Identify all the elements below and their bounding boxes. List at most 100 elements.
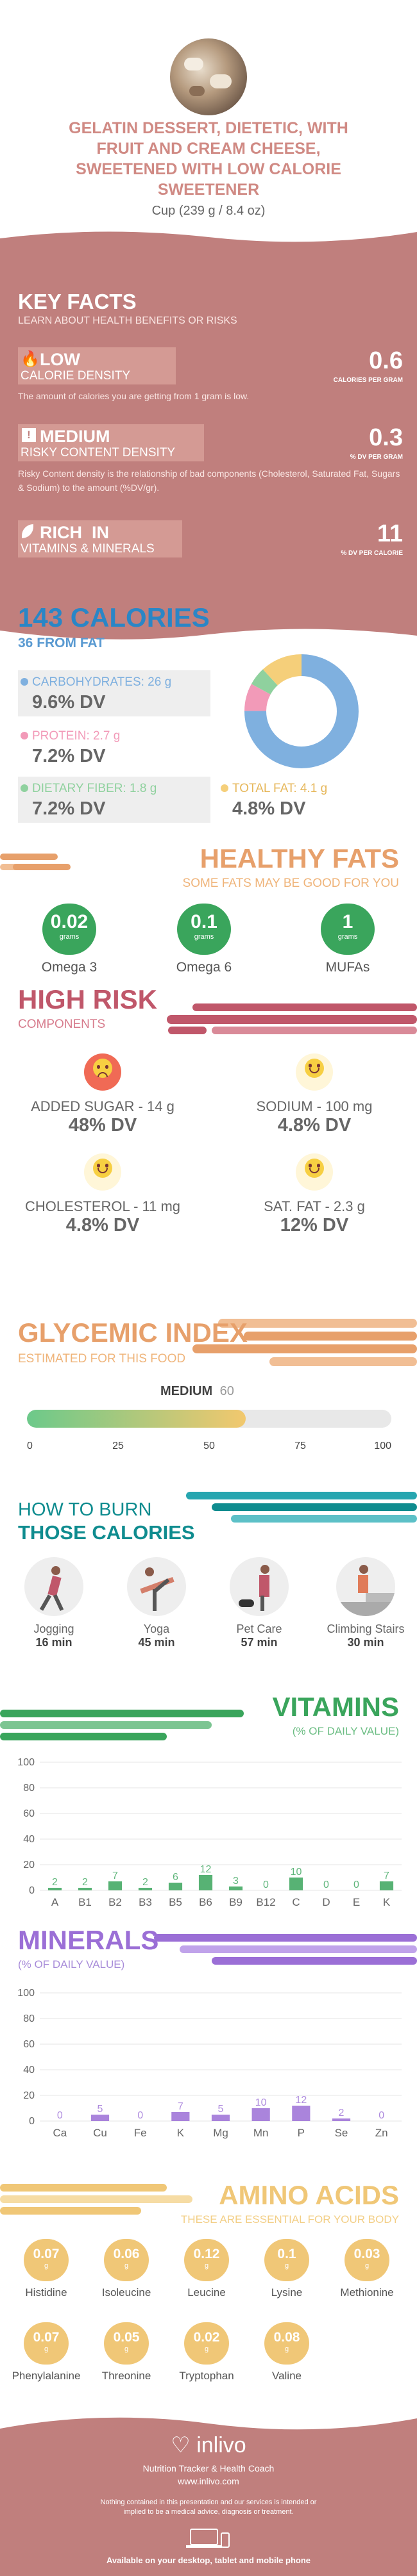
vitamin-value-label: 2 <box>142 1877 148 1888</box>
amino-value: 0.07 <box>33 2247 60 2261</box>
amino-value: 0.12 <box>193 2247 220 2261</box>
healthy-fats-subtitle: SOME FATS MAY BE GOOD FOR YOU <box>182 877 399 890</box>
mineral-bar-P <box>292 2106 311 2121</box>
amino-name: Isoleucine <box>101 2286 151 2299</box>
amino-badge: 0.07 g <box>24 2239 69 2281</box>
glycemic-fill <box>27 1410 246 1428</box>
mineral-y-tick: 40 <box>23 2065 35 2076</box>
footer: ♡ inlivo Nutrition Tracker & Health Coac… <box>0 2409 417 2576</box>
mineral-value-label: 0 <box>137 2110 143 2121</box>
mineral-value-label: 5 <box>98 2104 103 2115</box>
vitamin-bar-B9 <box>228 1887 243 1890</box>
amino-unit: g <box>284 2262 289 2270</box>
macro-dv: 7.2% DV <box>32 746 106 766</box>
fat-unit: grams <box>337 933 358 941</box>
footer-url[interactable]: www.inlivo.com <box>178 2476 239 2486</box>
risk-sodium: SODIUM - 100 mg 4.8% DV <box>225 1053 404 1136</box>
vitamin-y-tick: 80 <box>23 1783 35 1794</box>
amino-value: 0.06 <box>113 2247 140 2261</box>
burn-name: Yoga <box>143 1622 170 1635</box>
macro-dv: 7.2% DV <box>32 798 106 819</box>
happy-face-icon <box>296 1053 333 1091</box>
vitamin-value-label: 0 <box>263 1879 269 1890</box>
mineral-value-label: 2 <box>339 2108 345 2118</box>
fact-risky-content: ! MEDIUM RISKY CONTENT DENSITY 0.3 % DV … <box>18 424 403 514</box>
fat-name: Omega 6 <box>176 960 232 975</box>
fat-value: 0.1 <box>191 911 217 932</box>
fact-unit: CALORIES PER GRAM <box>333 377 403 384</box>
amino-item: 0.1 g Lysine <box>248 2239 325 2299</box>
risk-label: SODIUM - 100 mg <box>256 1098 373 1114</box>
amino-name: Valine <box>272 2370 302 2382</box>
burn-title-1: HOW TO BURN <box>18 1499 152 1520</box>
macro-fiber: DIETARY FIBER: 1.8 g 7.2% DV <box>18 777 210 823</box>
macro-donut-chart <box>244 654 359 768</box>
glycemic-value: 60 <box>219 1384 234 1398</box>
amino-badge: 0.08 g <box>264 2322 309 2365</box>
vitamin-category-label: B2 <box>108 1896 122 1908</box>
fact-unit: % DV PER CALORIE <box>341 550 403 557</box>
glycemic-title: GLYCEMIC INDEX <box>18 1317 248 1348</box>
fact-name: CALORIE DENSITY <box>21 369 131 383</box>
burn-banner <box>186 1492 417 1523</box>
fat-name: MUFAs <box>325 960 370 975</box>
glycemic-ticks: 0 25 50 75 100 <box>27 1441 391 1456</box>
burn-yoga: Yoga 45 min <box>118 1557 195 1649</box>
fact-desc: Risky Content density is the relationshi… <box>18 468 400 493</box>
amino-badge: 0.12 g <box>184 2239 229 2281</box>
mineral-bar-Mn <box>251 2108 270 2121</box>
high-risk-subtitle: COMPONENTS <box>18 1018 106 1031</box>
fat-value: 0.02 <box>50 911 89 932</box>
amino-name: Histidine <box>25 2286 67 2299</box>
risk-dv: 12% DV <box>280 1215 349 1235</box>
burn-climbing-stairs: Climbing Stairs 30 min <box>321 1557 411 1649</box>
macro-carbs: CARBOHYDRATES: 26 g 9.6% DV <box>18 670 210 716</box>
mineral-category-label: Mg <box>213 2127 228 2139</box>
mineral-value-label: 10 <box>255 2097 267 2108</box>
healthy-fats-banner <box>0 854 71 870</box>
mineral-bar-K <box>171 2112 190 2121</box>
macro-protein: PROTEIN: 2.7 g 7.2% DV <box>18 724 210 770</box>
high-risk-banner <box>167 1003 417 1034</box>
fat-omega6: 0.1 grams Omega 6 <box>172 904 236 975</box>
fact-desc: The amount of calories you are getting f… <box>18 391 250 401</box>
glycemic-tick: 25 <box>112 1441 124 1451</box>
vitamin-y-tick: 60 <box>23 1808 35 1819</box>
vitamin-value-label: 12 <box>200 1864 212 1875</box>
fact-name: RISKY CONTENT DENSITY <box>21 446 176 459</box>
fat-omega3: 0.02 grams Omega 3 <box>37 904 101 975</box>
amino-value: 0.07 <box>33 2330 60 2345</box>
amino-item: 0.05 g Threonine <box>88 2322 165 2382</box>
serving-size: Cup (239 g / 8.4 oz) <box>151 204 266 218</box>
vitamin-bar-B3 <box>138 1888 153 1890</box>
vitamin-value-label: 0 <box>323 1879 329 1890</box>
stairs-icon <box>336 1557 395 1616</box>
high-risk-title: HIGH RISK <box>18 984 158 1014</box>
vitamin-category-label: B3 <box>139 1896 152 1908</box>
vitamins-title: VITAMINS <box>272 1692 399 1722</box>
burn-jogging: Jogging 16 min <box>15 1557 92 1649</box>
fat-unit: grams <box>59 933 80 941</box>
vitamin-category-label: B1 <box>78 1896 92 1908</box>
jogging-icon <box>24 1557 83 1616</box>
amino-item: 0.07 g Phenylalanine <box>8 2322 85 2382</box>
amino-item: 0.03 g Methionine <box>328 2239 405 2299</box>
macro-fat: TOTAL FAT: 4.1 g 4.8% DV <box>218 777 398 823</box>
glycemic-subtitle: ESTIMATED FOR THIS FOOD <box>18 1352 186 1366</box>
risk-cholesterol: CHOLESTEROL - 11 mg 4.8% DV <box>13 1153 192 1236</box>
pet-care-icon <box>230 1557 289 1616</box>
macro-label: CARBOHYDRATES: 26 g <box>32 675 172 689</box>
amino-name: Lysine <box>271 2286 303 2299</box>
fact-name: VITAMINS & MINERALS <box>21 542 155 556</box>
vitamin-bar-A <box>47 1888 62 1890</box>
amino-grid: 0.07 g Histidine 0.06 g Isoleucine 0.12 g Leucin… <box>0 2239 417 2406</box>
fact-value: 0.3 <box>369 424 403 451</box>
amino-item: 0.08 g Valine <box>248 2322 325 2382</box>
risk-added-sugar: ADDED SUGAR - 14 g 48% DV <box>13 1053 192 1136</box>
mineral-category-label: Ca <box>53 2127 67 2139</box>
amino-unit: g <box>364 2262 370 2270</box>
mineral-value-label: 7 <box>178 2101 183 2112</box>
burn-name: Pet Care <box>236 1622 282 1635</box>
risk-dv: 48% DV <box>68 1115 137 1135</box>
vitamin-value-label: 7 <box>384 1870 389 1881</box>
